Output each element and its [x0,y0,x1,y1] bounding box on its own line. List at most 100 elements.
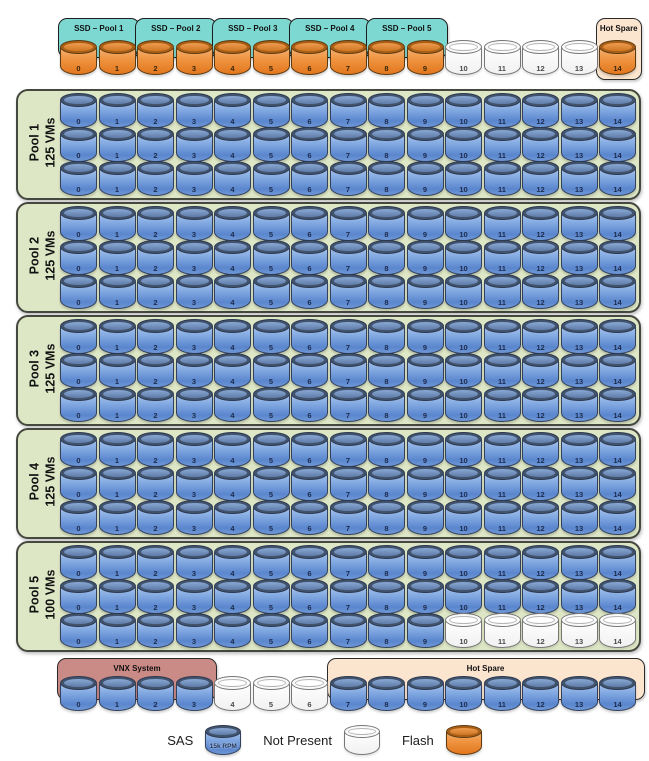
drive-sas: 5 [252,240,290,275]
drive-sas: 2 [137,432,174,467]
drive-top-ellipse [175,240,213,254]
drive-number: 7 [345,490,351,499]
drive-sas: 4 [214,545,251,580]
drive-number: 3 [191,700,197,709]
drive-top-ellipse [60,466,97,480]
drive-sas: 10 [445,432,482,467]
drive-top-ellipse [368,432,405,446]
drive-number: 4 [230,603,235,612]
drive-top-ellipse [522,240,559,254]
drive-top-ellipse [445,466,482,480]
drive-sas: 5 [252,432,290,467]
drive-number: 14 [613,411,622,420]
drive-sas: 6 [291,93,328,128]
drive-top-ellipse [60,161,97,175]
drive-top-ellipse [445,93,482,107]
drive-top-ellipse [252,432,290,446]
drive-empty: 10 [445,40,482,75]
drive-top-ellipse [329,676,367,690]
drive-top-ellipse [368,206,405,220]
drive-sas: 4 [214,127,251,162]
drive-number: 11 [498,456,506,465]
drive-sas: 0 [60,387,97,422]
drive-top-ellipse [60,93,97,107]
drive-sas: 1 [98,387,136,422]
drive-top-ellipse [522,676,559,690]
drive-number: 11 [498,185,506,194]
drive-number: 13 [574,524,584,533]
drive-top-ellipse [60,127,97,141]
drive-top-ellipse [291,127,328,141]
drive-top-ellipse [60,387,97,401]
drive-number: 14 [613,230,622,239]
drive-number: 0 [76,603,81,612]
drive-sas: 11 [483,93,521,128]
drive-number: 8 [384,185,389,194]
drive-number: 12 [536,524,545,533]
drive-sas: 8 [368,545,405,580]
drive-sas: 4 [214,206,251,241]
drive-number: 3 [191,456,197,465]
drive-number: 13 [574,264,584,273]
drive-sas: 5 [252,127,290,162]
drive-number: 5 [268,524,274,533]
drive-top-ellipse [560,40,598,54]
drive-top-ellipse [368,161,405,175]
drive-top-ellipse [368,676,405,690]
drive-number: 11 [498,411,506,420]
drive-top-ellipse [291,432,328,446]
drive-sas: 13 [560,274,598,309]
drive-top-ellipse [175,432,213,446]
drive-top-ellipse [329,240,367,254]
drive-sas: 7 [329,206,367,241]
drive-sas: 10 [445,387,482,422]
drive-flash: 6 [291,40,328,75]
drive-sas: 1 [98,466,136,501]
drive-top-ellipse [522,466,559,480]
drive-top-ellipse [98,545,136,559]
drive-empty: 11 [483,40,521,75]
drive-number: 10 [459,264,468,273]
drive-number: 9 [422,490,428,499]
drive-number: 5 [268,185,274,194]
drive-sas: 13 [560,240,598,275]
drive-number: 2 [153,456,158,465]
drive-number: 14 [613,117,622,126]
legend-disk-text: 15k RPM [209,743,237,750]
drive-top-ellipse [368,387,405,401]
drive-number: 5 [268,151,274,160]
drive-top-ellipse [483,161,521,175]
drive-top-ellipse [137,127,174,141]
drive-number: 4 [230,456,235,465]
drive-number: 0 [76,411,81,420]
drive-top-ellipse [175,466,213,480]
drive-sas: 2 [137,500,174,535]
drive-number: 2 [153,343,158,352]
drive-top-ellipse [406,676,444,690]
drive-sas: 13 [560,500,598,535]
drive-top-ellipse [214,274,251,288]
drive-sas: 3 [175,387,213,422]
drive-number: 4 [230,185,235,194]
drive-top-ellipse [137,500,174,514]
drive-top-ellipse [406,127,444,141]
drive-number: 5 [268,456,274,465]
drive-number: 4 [230,117,235,126]
drive-number: 2 [153,264,158,273]
drive-flash: 14 [599,40,636,75]
drive-number: 13 [574,298,584,307]
drive-sas: 8 [368,274,405,309]
drive-sas: 5 [252,500,290,535]
drive-number: 3 [191,490,197,499]
drive-top-ellipse [522,353,559,367]
drive-number: 3 [191,117,197,126]
drive-number: 8 [384,411,389,420]
drive-top-ellipse [252,40,290,54]
drive-sas: 6 [291,319,328,354]
drive-sas: 13 [560,353,598,388]
drive-sas: 3 [175,676,213,711]
drive-top-ellipse [483,500,521,514]
drive-sas: 0 [60,545,97,580]
drive-top-ellipse [329,353,367,367]
drive-top-ellipse [252,387,290,401]
